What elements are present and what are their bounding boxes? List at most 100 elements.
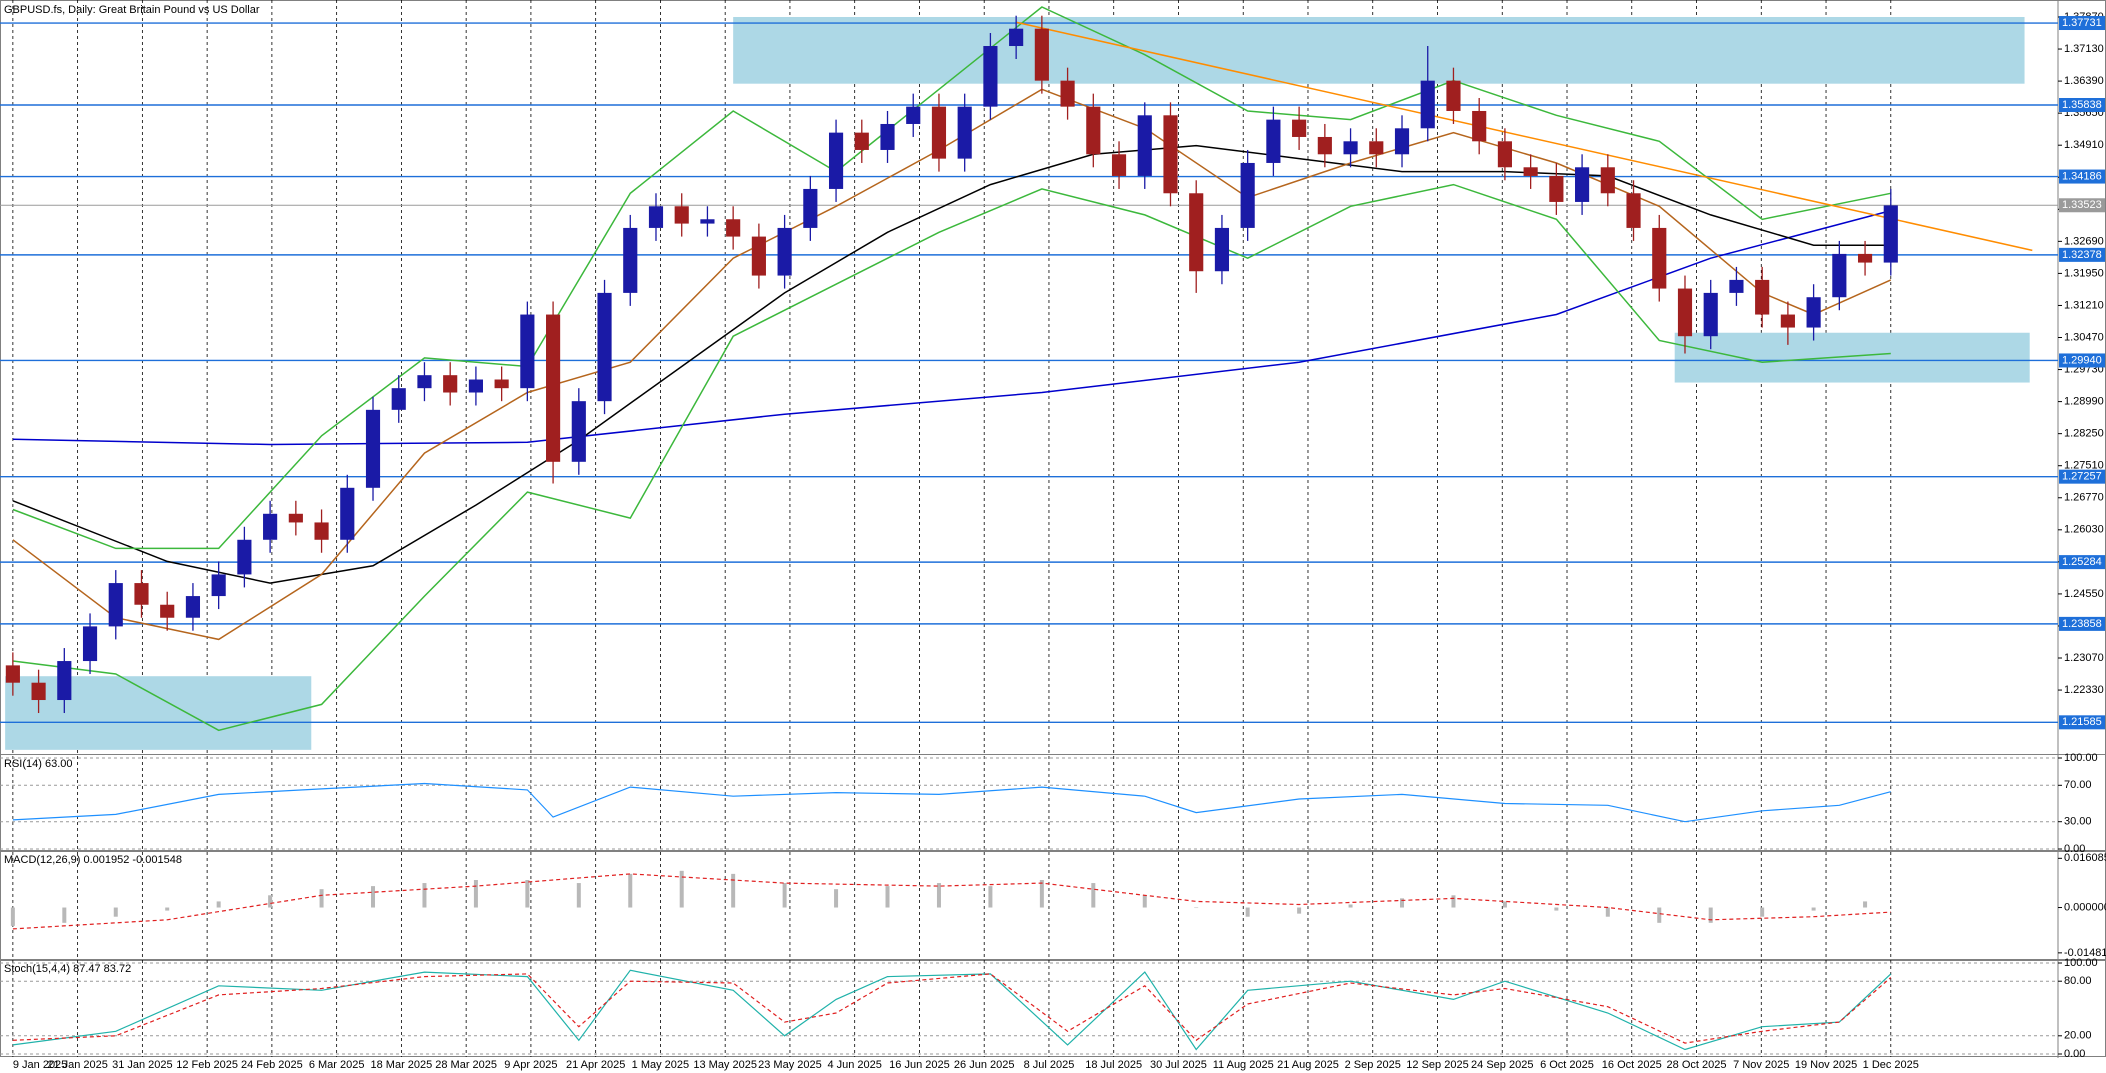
level-label-box xyxy=(2059,353,2105,368)
histogram-bar xyxy=(422,883,427,908)
level-label-box xyxy=(2059,469,2105,484)
level-label-box xyxy=(2059,169,2105,184)
candle-body xyxy=(957,106,972,159)
level-label: 1.35838 xyxy=(2062,99,2102,111)
y-tick-label: 1.31950 xyxy=(2064,267,2104,279)
histogram-bar xyxy=(988,886,993,908)
x-tick-label: 21 Aug 2025 xyxy=(1277,1059,1339,1071)
histogram-bar xyxy=(1400,898,1405,908)
x-tick-label: 12 Feb 2025 xyxy=(176,1059,238,1071)
candle-body xyxy=(828,132,844,189)
indicator-line xyxy=(12,969,1892,1051)
candle-body xyxy=(340,487,355,540)
x-tick-label: 24 Feb 2025 xyxy=(241,1059,303,1071)
level-label: 1.34186 xyxy=(2062,170,2102,182)
y-tick-label: 1.24550 xyxy=(2064,588,2104,600)
candle-body xyxy=(1600,167,1615,194)
candle-body xyxy=(1034,28,1049,81)
histogram-bar xyxy=(628,873,633,908)
y-tick-label: 1.26030 xyxy=(2064,524,2104,536)
histogram-bar xyxy=(62,907,67,923)
candle-body xyxy=(1832,253,1847,298)
x-tick-label: 18 Jul 2025 xyxy=(1085,1059,1142,1071)
histogram-bar xyxy=(885,886,890,908)
candle-body xyxy=(443,375,458,393)
histogram-bar xyxy=(525,880,530,908)
candle-body xyxy=(468,379,483,393)
candle-body xyxy=(1060,80,1075,107)
x-tick-label: 16 Oct 2025 xyxy=(1602,1059,1662,1071)
current-price-label: 1.33523 xyxy=(2062,199,2102,211)
y-tick-label: 100.00 xyxy=(2064,957,2098,969)
y-tick-label: 100.00 xyxy=(2064,752,2098,764)
x-tick-label: 12 Sep 2025 xyxy=(1406,1059,1468,1071)
x-tick-label: 28 Oct 2025 xyxy=(1667,1059,1727,1071)
candle-body xyxy=(623,227,638,293)
level-label-box xyxy=(2059,555,2105,570)
y-tick-label: 1.31210 xyxy=(2064,299,2104,311)
pane-title: MACD(12,26,9) 0.001952 -0.001548 xyxy=(4,854,182,866)
histogram-bar xyxy=(1348,904,1353,908)
candle-body xyxy=(365,409,381,488)
x-tick-label: 4 Jun 2025 xyxy=(827,1059,881,1071)
candle-body xyxy=(854,132,869,150)
current-price-box xyxy=(2059,198,2105,213)
candle-body xyxy=(931,106,947,159)
candle-body xyxy=(108,583,123,627)
histogram-bar xyxy=(113,907,118,917)
candle-body xyxy=(1420,80,1435,129)
level-label: 1.23858 xyxy=(2062,618,2102,630)
candle-body xyxy=(494,379,509,389)
histogram-bar xyxy=(1811,907,1816,911)
y-tick-label: 0.016085 xyxy=(2064,852,2106,864)
candle-body xyxy=(1266,119,1281,163)
level-label-box xyxy=(2059,16,2105,31)
candle-body xyxy=(134,583,149,605)
x-tick-label: 31 Jan 2025 xyxy=(112,1059,173,1071)
candle-body xyxy=(211,574,226,597)
x-tick-label: 21 Apr 2025 xyxy=(566,1059,625,1071)
histogram-bar xyxy=(1142,895,1147,908)
candle-body xyxy=(1240,162,1255,228)
histogram-bar xyxy=(1502,901,1507,908)
candle-body xyxy=(417,375,432,389)
indicator-line xyxy=(12,782,1891,823)
candle-body xyxy=(1137,115,1152,176)
indicator-line xyxy=(12,6,1891,550)
y-tick-label: 30.00 xyxy=(2064,816,2092,828)
candle-body xyxy=(520,314,535,389)
candle-body xyxy=(1729,279,1744,293)
x-tick-label: 26 Jun 2025 xyxy=(954,1059,1015,1071)
candle-body xyxy=(571,401,586,462)
x-tick-label: 1 May 2025 xyxy=(632,1059,689,1071)
y-tick-label: 0.00 xyxy=(2064,1048,2085,1060)
x-tick-label: 6 Mar 2025 xyxy=(309,1059,365,1071)
candle-body xyxy=(1755,279,1770,315)
histogram-bar xyxy=(216,901,221,908)
level-label-box xyxy=(2059,616,2105,631)
level-label: 1.21585 xyxy=(2062,716,2102,728)
candle-body xyxy=(1317,136,1332,155)
y-tick-label: 1.26770 xyxy=(2064,492,2104,504)
candle-body xyxy=(1703,292,1718,337)
x-tick-label: 28 Mar 2025 xyxy=(435,1059,497,1071)
x-tick-label: 7 Nov 2025 xyxy=(1733,1059,1789,1071)
histogram-bar xyxy=(10,907,15,926)
level-label: 1.37731 xyxy=(2062,17,2102,29)
level-label: 1.27257 xyxy=(2062,471,2102,483)
candle-body xyxy=(777,227,792,276)
histogram-bar xyxy=(1863,901,1868,908)
histogram-bar xyxy=(679,870,684,908)
candle-body xyxy=(1523,167,1538,176)
candle-body xyxy=(1189,193,1204,272)
candle-body xyxy=(1343,141,1358,155)
x-tick-label: 6 Oct 2025 xyxy=(1540,1059,1594,1071)
x-tick-label: 21 Jan 2025 xyxy=(47,1059,108,1071)
indicator-line xyxy=(12,183,1891,732)
candle-body xyxy=(597,292,612,402)
x-tick-label: 23 May 2025 xyxy=(758,1059,822,1071)
y-tick-label: 70.00 xyxy=(2064,779,2092,791)
candle-body xyxy=(1575,167,1590,202)
histogram-bar xyxy=(834,889,839,908)
y-tick-label: 1.32690 xyxy=(2064,235,2104,247)
